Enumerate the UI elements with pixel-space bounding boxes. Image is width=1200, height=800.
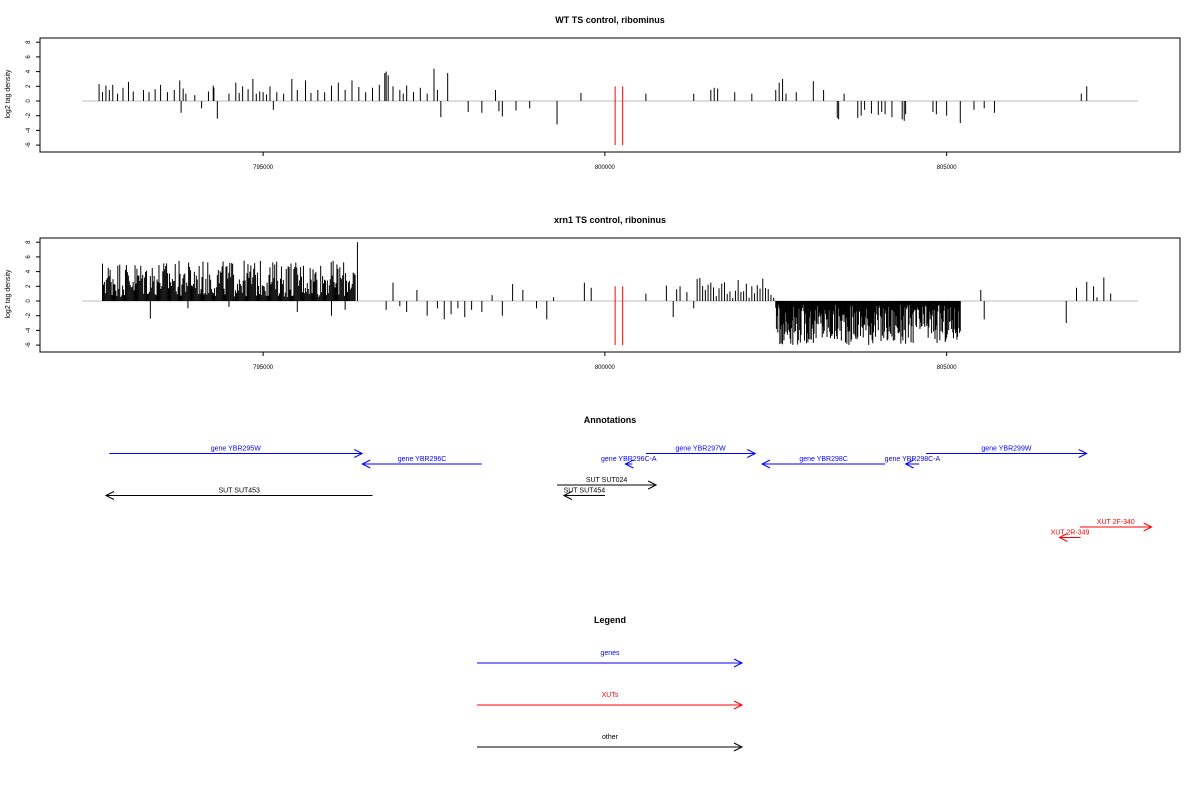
y-tick-label: 6 (26, 55, 32, 59)
y-tick-label: 2 (26, 284, 32, 288)
xrn1-density-panel: xrn1 TS control, riboninus log2 tag dens… (5, 215, 1181, 371)
legend-arrow (477, 700, 744, 710)
xrn1-axes: -6 -4 -2 0 2 4 6 8 795000 800000 805000 (26, 240, 957, 371)
annotation-label: gene YBR295W (211, 446, 261, 453)
annotation-label: gene YBR297W (676, 446, 726, 453)
annotation-label: SUT SUT454 (564, 488, 606, 495)
annotation-arrow (760, 459, 886, 469)
xrn1-density-bars (82, 242, 1138, 346)
annotation-arrow (104, 491, 373, 500)
annotation-label: gene YBR296C-A (601, 456, 657, 463)
annotation-arrow (361, 459, 482, 469)
y-tick-label: -6 (26, 142, 32, 148)
annotation-label: XUT 2F-340 (1097, 519, 1135, 526)
annotation-label: SUT SUT453 (218, 488, 260, 495)
x-tick-label: 795000 (253, 165, 274, 171)
xrn1-plot-frame (39, 237, 1181, 353)
annotation-label: gene YBR298C (799, 456, 848, 463)
annotation-arrow (562, 491, 605, 500)
legend-arrow (477, 658, 744, 668)
annotations-title: Annotations (584, 415, 637, 425)
annotation-arrow (645, 449, 757, 458)
y-tick-label: -4 (26, 327, 32, 333)
annotation-arrow (1058, 533, 1081, 542)
x-tick-label: 805000 (937, 365, 958, 371)
wt-panel-title: WT TS control, ribominus (555, 15, 665, 25)
y-tick-label: 6 (26, 255, 32, 259)
legend-label: XUTs (602, 692, 619, 699)
y-tick-label: 8 (26, 240, 32, 244)
annotation-arrow (109, 449, 364, 458)
y-tick-label: 0 (26, 299, 32, 303)
annotation-label: XUT 2R-349 (1051, 530, 1090, 537)
y-tick-label: -6 (26, 342, 32, 348)
x-tick-label: 795000 (253, 365, 274, 371)
legend-items: genes XUTs other (477, 650, 744, 752)
wt-y-axis-label: log2 tag density (5, 69, 12, 119)
y-tick-label: 0 (26, 99, 32, 103)
annotation-label: gene YBR299W (981, 446, 1031, 453)
legend-label: other (602, 734, 619, 741)
wt-density-panel: WT TS control, ribominus log2 tag densit… (5, 15, 1181, 171)
xrn1-panel-title: xrn1 TS control, riboninus (554, 215, 666, 225)
annotation-arrow (1079, 522, 1153, 532)
wt-plot-frame (39, 37, 1181, 153)
annotation-label: SUT SUT024 (586, 477, 628, 484)
annotation-arrow (926, 449, 1088, 458)
legend-title: Legend (594, 615, 626, 625)
annotation-arrow (904, 459, 920, 469)
xrn1-y-axis-label: log2 tag density (5, 269, 12, 319)
y-tick-label: 8 (26, 40, 32, 44)
x-tick-label: 805000 (937, 165, 958, 171)
wt-density-bars (82, 68, 1138, 146)
annotation-arrow (624, 459, 634, 469)
legend-arrow (477, 742, 744, 752)
y-tick-label: 2 (26, 84, 32, 88)
legend-label: genes (600, 650, 620, 657)
y-tick-label: -2 (26, 112, 32, 118)
legend: Legend genes XUTs other (477, 615, 744, 752)
x-tick-label: 800000 (595, 165, 616, 171)
y-tick-label: -2 (26, 312, 32, 318)
y-tick-label: -4 (26, 127, 32, 133)
annotation-arrow (557, 480, 658, 490)
annotation-arrows: gene YBR295W gene YBR296C gene YBR296C-A ge… (104, 446, 1153, 542)
y-tick-label: 4 (26, 269, 32, 273)
x-tick-label: 800000 (595, 365, 616, 371)
y-tick-label: 4 (26, 69, 32, 73)
annotation-label: gene YBR296C (398, 456, 447, 463)
annotation-label: gene YBR298C-A (885, 456, 941, 463)
wt-axes: -6 -4 -2 0 2 4 6 8 795000 800000 805000 (26, 40, 957, 171)
